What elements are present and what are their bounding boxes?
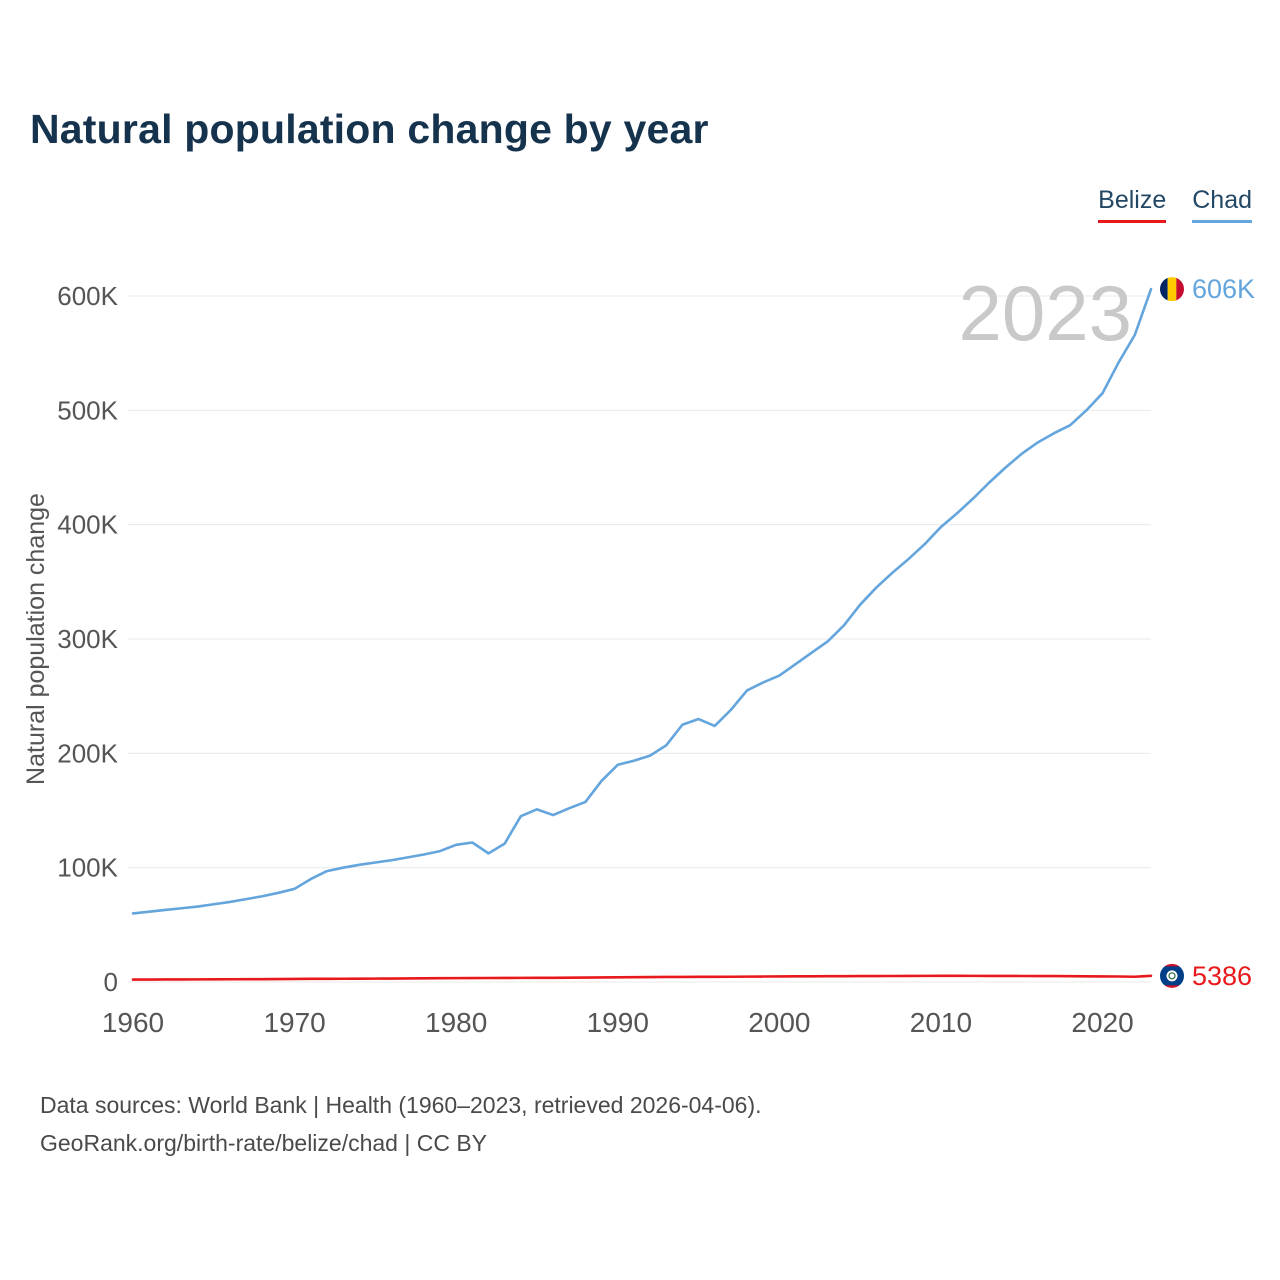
x-tick-label: 2000 <box>748 1007 810 1038</box>
x-tick-label: 1970 <box>263 1007 325 1038</box>
legend-label-belize: Belize <box>1098 186 1167 214</box>
y-tick-label: 500K <box>57 395 118 425</box>
chart-title: Natural population change by year <box>30 106 709 152</box>
belize-flag-icon <box>1158 961 1186 990</box>
data-sources: Data sources: World Bank | Health (1960–… <box>40 1092 762 1118</box>
legend-label-chad: Chad <box>1192 186 1252 214</box>
y-tick-label: 0 <box>104 967 118 997</box>
chart-svg: 0 100K 200K 300K 400K 500K 600K 1960 1970 1980 199… <box>22 269 1255 1038</box>
y-tick-label: 400K <box>57 510 118 540</box>
footer: Data sources: World Bank | Health (1960–… <box>40 1086 762 1162</box>
y-axis-title: Natural population change <box>22 493 50 785</box>
y-tick-label: 300K <box>57 624 118 654</box>
y-tick-label: 600K <box>57 281 118 311</box>
y-tick-label: 100K <box>57 853 118 883</box>
attribution: GeoRank.org/birth-rate/belize/chad | CC … <box>40 1130 488 1156</box>
legend-item-chad[interactable]: Chad <box>1192 186 1252 223</box>
watermark-year: 2023 <box>958 269 1132 357</box>
end-label-chad: 606K <box>1192 274 1255 304</box>
x-tick-label: 1990 <box>587 1007 649 1038</box>
x-tick-label: 1980 <box>425 1007 487 1038</box>
x-tick-label: 1960 <box>102 1007 164 1038</box>
y-tick-label: 200K <box>57 738 118 768</box>
series-line-chad <box>131 287 1153 915</box>
legend: Belize Chad <box>1098 186 1252 223</box>
end-label-belize: 5386 <box>1192 961 1252 991</box>
series-line-belize <box>131 974 1153 981</box>
x-tick-label: 2020 <box>1071 1007 1133 1038</box>
chad-flag-icon <box>1158 275 1186 304</box>
legend-item-belize[interactable]: Belize <box>1098 186 1167 223</box>
x-tick-label: 2010 <box>910 1007 972 1038</box>
